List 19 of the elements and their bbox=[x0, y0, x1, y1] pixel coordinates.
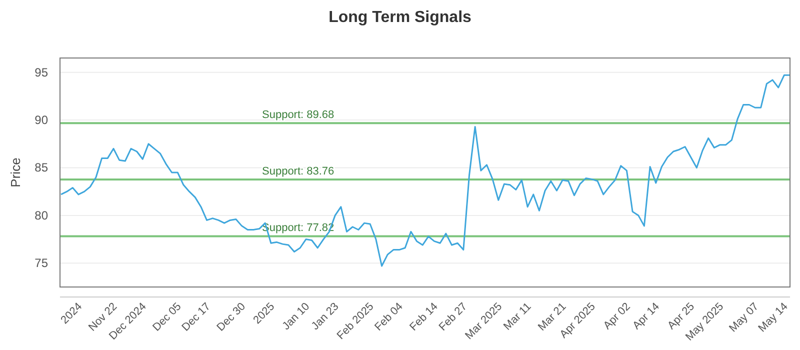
y-tick-label: 90 bbox=[34, 113, 48, 128]
y-tick-label: 80 bbox=[34, 208, 48, 222]
y-tick-label: 85 bbox=[34, 160, 48, 175]
x-tick-label: Mar 11 bbox=[502, 300, 534, 333]
x-tick-label: May 14 bbox=[756, 300, 790, 335]
x-tick-label: Apr 14 bbox=[630, 300, 662, 332]
y-axis-title: Price bbox=[8, 158, 23, 188]
y-tick-label: 75 bbox=[34, 256, 48, 270]
ref-line-label: Support: 89.68 bbox=[262, 109, 334, 122]
x-tick-label: Dec 17 bbox=[180, 300, 213, 334]
chart-title: Long Term Signals bbox=[328, 9, 472, 26]
x-tick-label: Dec 30 bbox=[214, 300, 248, 334]
x-tick-label: Feb 27 bbox=[436, 300, 470, 334]
x-tick-label: Feb 04 bbox=[372, 300, 406, 334]
ref-line-label: Support: 83.76 bbox=[262, 166, 334, 178]
x-tick-label: Apr 02 bbox=[601, 300, 633, 332]
line-series bbox=[60, 74, 791, 267]
y-tick-label: 95 bbox=[34, 65, 48, 80]
x-tick-label: Jan 10 bbox=[280, 300, 312, 332]
